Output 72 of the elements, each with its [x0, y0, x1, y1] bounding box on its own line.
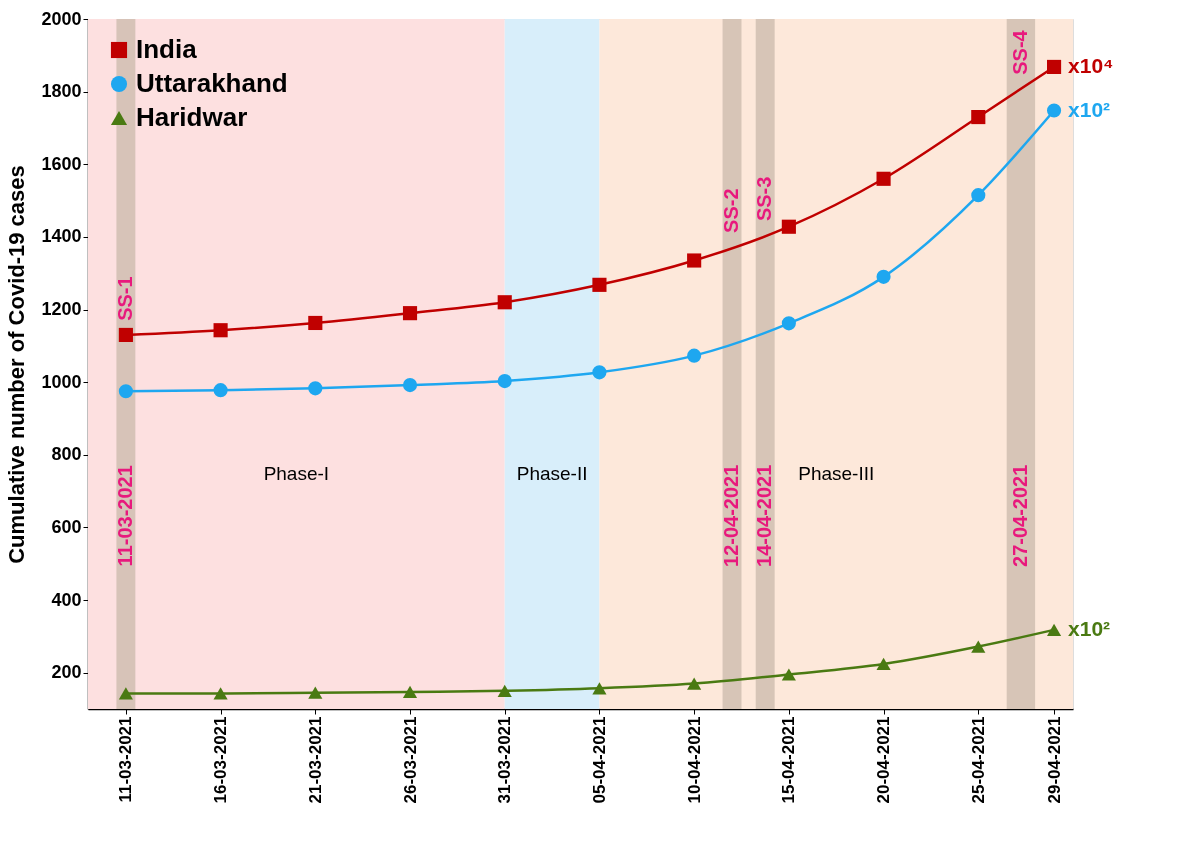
point [971, 640, 986, 653]
y-tick-label: 1000 [41, 371, 82, 392]
x-tick-label: 29-04-2021 [1044, 716, 1064, 804]
point [687, 348, 702, 363]
legend-label: India [136, 34, 198, 64]
x-tick-label: 25-04-2021 [968, 716, 988, 804]
y-tick-label: 1200 [41, 299, 82, 320]
y-axis-title: Cumulative number of Covid-19 cases [4, 165, 30, 564]
point [1046, 623, 1062, 636]
y-tick-label: 800 [51, 444, 82, 465]
x-tick-label: 16-03-2021 [211, 716, 231, 804]
x-tick-label: 10-04-2021 [684, 716, 704, 804]
x-tick-label: 21-03-2021 [305, 716, 325, 804]
annotation: 27-04-2021 [1008, 464, 1031, 567]
point [308, 315, 323, 331]
band-label: Phase-III [798, 463, 875, 485]
x-tick-label: 26-03-2021 [400, 716, 420, 804]
y-tick-label: 1600 [41, 153, 82, 174]
point [497, 295, 512, 310]
point [402, 378, 418, 393]
point [402, 685, 418, 699]
point [118, 687, 133, 700]
annotation: 14-04-2021 [753, 464, 776, 567]
point [687, 253, 702, 268]
y-tick-label: 200 [51, 662, 82, 683]
point [876, 171, 891, 186]
point [308, 686, 323, 699]
point [781, 316, 796, 331]
x-tick-label: 20-04-2021 [874, 716, 894, 804]
band-label: SS-3 [753, 176, 776, 222]
band-label: Phase-II [516, 463, 588, 485]
annotation: x10² [1068, 97, 1111, 121]
point [876, 269, 891, 284]
annotation: x10⁴ [1068, 53, 1114, 77]
x-tick-label: 05-04-2021 [589, 716, 609, 804]
y-tick-label: 2000 [41, 8, 82, 29]
point [308, 381, 323, 396]
point [592, 682, 607, 695]
point [213, 323, 228, 338]
x-tick-label: 11-03-2021 [116, 716, 136, 803]
legend-label: Haridwar [136, 102, 248, 132]
point [876, 657, 891, 671]
point [213, 687, 228, 700]
point [971, 109, 986, 125]
point [1046, 59, 1062, 75]
point [781, 668, 796, 681]
point [687, 677, 702, 690]
y-tick-label: 1800 [41, 81, 82, 102]
x-tick-label: 15-04-2021 [779, 716, 799, 804]
band-label: SS-4 [1008, 29, 1031, 75]
y-tick-label: 1400 [41, 226, 82, 247]
point [592, 277, 607, 292]
y-tick-label: 400 [51, 589, 82, 610]
point [118, 384, 133, 399]
legend-label: Uttarakhand [136, 68, 288, 98]
point [1046, 103, 1062, 118]
x-tick-label: 31-03-2021 [495, 716, 515, 804]
point [213, 383, 228, 398]
band-label: SS-1 [113, 276, 136, 321]
point [118, 327, 133, 343]
point [971, 188, 986, 203]
band-label: SS-2 [720, 188, 743, 233]
point [497, 374, 512, 389]
annotation: x10² [1068, 616, 1111, 640]
y-tick-label: 600 [51, 516, 82, 537]
point [781, 219, 796, 234]
annotation: 11-03-2021 [113, 465, 136, 567]
point [497, 684, 512, 697]
annotation: 12-04-2021 [720, 464, 743, 567]
band-label: Phase-I [263, 463, 330, 485]
point [402, 306, 418, 321]
point [592, 365, 607, 380]
